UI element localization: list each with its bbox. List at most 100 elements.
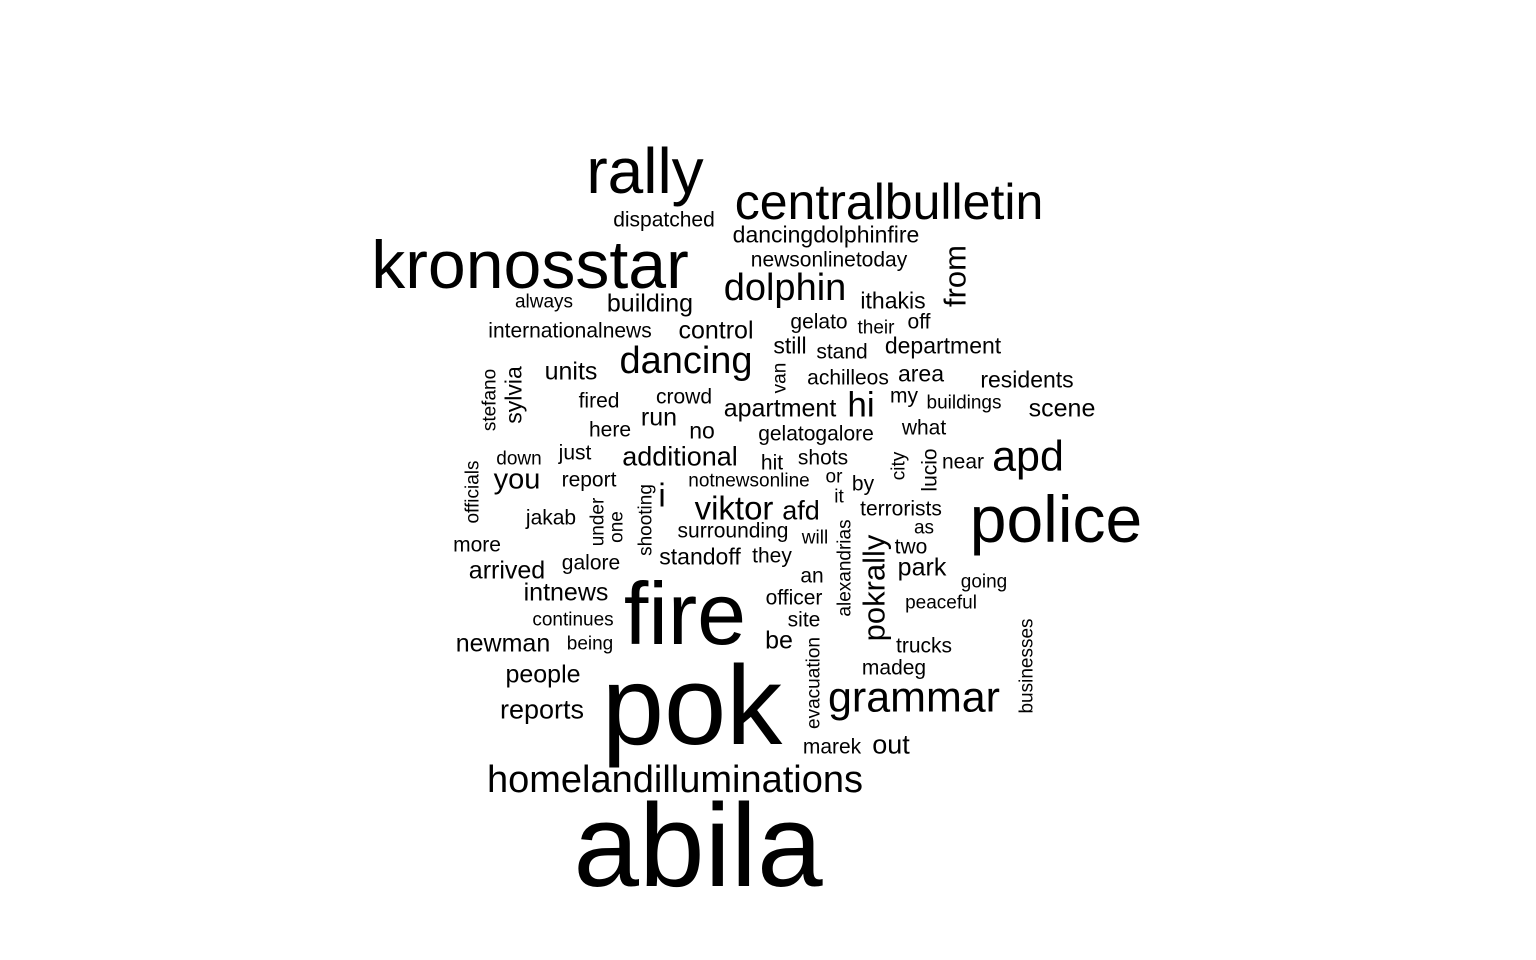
word-report: report	[561, 468, 617, 492]
word-dancing: dancing	[619, 340, 753, 382]
word-down: down	[496, 448, 542, 470]
word-they: they	[752, 544, 792, 568]
word-fire: fire	[623, 564, 747, 663]
word-units: units	[544, 357, 598, 386]
word-notnewsonline: notnewsonline	[688, 470, 810, 492]
word-no: no	[689, 417, 715, 444]
word-being: being	[566, 633, 614, 655]
word-by: by	[851, 472, 875, 496]
word-buildings: buildings	[926, 392, 1002, 414]
word-arrived: arrived	[468, 556, 546, 585]
word-off: off	[907, 310, 931, 334]
word-additional: additional	[622, 441, 738, 472]
word-stand: stand	[816, 340, 868, 364]
word-their: their	[857, 317, 895, 339]
word-it: it	[834, 486, 844, 508]
word-here: here	[588, 418, 632, 442]
word-always: always	[514, 291, 574, 313]
word-my: my	[890, 384, 918, 408]
word-galore: galore	[561, 551, 621, 575]
word-centralbulletin: centralbulletin	[734, 174, 1044, 230]
word-surrounding: surrounding	[677, 519, 789, 543]
word-peaceful: peaceful	[905, 592, 977, 614]
word-dolphin: dolphin	[723, 267, 847, 309]
word-newsonlinetoday: newsonlinetoday	[750, 248, 908, 272]
word-shots: shots	[797, 446, 849, 470]
word-department: department	[884, 332, 1002, 359]
word-jakab: jakab	[525, 506, 577, 530]
word-just: just	[558, 441, 592, 465]
word-city: city	[888, 451, 910, 481]
word-dancingdolphinfire: dancingdolphinfire	[732, 221, 920, 248]
word-site: site	[787, 608, 821, 632]
word-police: police	[969, 482, 1143, 556]
word-afd: afd	[782, 495, 820, 526]
word-residents: residents	[980, 366, 1074, 393]
word-alexandrias: alexandrias	[834, 519, 856, 617]
word-an: an	[800, 564, 824, 588]
word-marek: marek	[802, 735, 862, 759]
word-i: i	[658, 476, 666, 514]
word-fired: fired	[578, 389, 620, 413]
word-officer: officer	[765, 586, 823, 610]
word-newman: newman	[455, 629, 551, 658]
word-hit: hit	[760, 451, 784, 475]
word-stefano: stefano	[479, 368, 501, 432]
word-dispatched: dispatched	[613, 208, 715, 232]
word-gelato: gelato	[790, 310, 848, 334]
word-near: near	[941, 450, 985, 474]
word-one: one	[606, 511, 628, 543]
word-under: under	[587, 497, 609, 547]
word-reports: reports	[499, 694, 585, 725]
word-still: still	[773, 332, 807, 359]
word-continues: continues	[532, 609, 614, 631]
word-control: control	[678, 316, 754, 345]
word-apd: apd	[992, 432, 1064, 481]
word-people: people	[505, 660, 581, 689]
word-businesses: businesses	[1016, 618, 1038, 714]
word-you: you	[493, 463, 541, 496]
word-as: as	[913, 517, 935, 539]
word-trucks: trucks	[895, 634, 953, 658]
word-standoff: standoff	[659, 543, 741, 570]
word-hi: hi	[847, 385, 875, 425]
word-going: going	[960, 571, 1008, 593]
word-area: area	[897, 360, 945, 387]
word-two: two	[894, 535, 928, 559]
word-building: building	[606, 289, 694, 318]
word-evacuation: evacuation	[803, 637, 825, 729]
word-terrorists: terrorists	[860, 497, 942, 521]
word-kronosstar: kronosstar	[371, 227, 689, 303]
word-rally: rally	[586, 135, 704, 207]
word-park: park	[897, 553, 947, 582]
word-lucio: lucio	[918, 448, 942, 492]
word-apartment: apartment	[723, 394, 837, 423]
word-or: or	[825, 466, 843, 488]
word-madeg: madeg	[861, 656, 927, 680]
word-scene: scene	[1028, 394, 1096, 423]
word-run: run	[640, 403, 678, 432]
word-sylvia: sylvia	[500, 366, 527, 424]
word-officials: officials	[462, 460, 484, 524]
word-crowd: crowd	[655, 385, 713, 409]
word-pokrally: pokrally	[856, 534, 892, 642]
word-out: out	[872, 729, 910, 760]
word-internationalnews: internationalnews	[488, 319, 652, 343]
word-viktor: viktor	[694, 489, 774, 527]
word-abila: abila	[573, 780, 823, 912]
word-ithakis: ithakis	[860, 287, 926, 314]
word-will: will	[801, 527, 829, 549]
word-intnews: intnews	[523, 578, 609, 607]
word-achilleos: achilleos	[807, 366, 889, 390]
word-what: what	[901, 416, 947, 440]
word-shooting: shooting	[635, 484, 657, 556]
word-from: from	[937, 245, 973, 307]
word-van: van	[769, 362, 791, 394]
word-be: be	[765, 626, 793, 655]
word-gelatogalore: gelatogalore	[758, 422, 874, 446]
word-more: more	[453, 533, 501, 557]
word-pok: pok	[601, 643, 783, 768]
word-grammar: grammar	[827, 673, 1001, 722]
word-homelandilluminations: homelandilluminations	[487, 759, 863, 801]
